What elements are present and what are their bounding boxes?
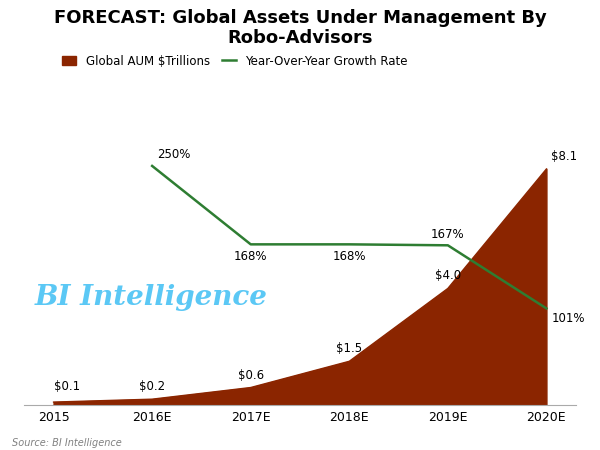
Text: 101%: 101% bbox=[551, 312, 585, 325]
Text: 168%: 168% bbox=[332, 250, 366, 263]
Text: 250%: 250% bbox=[157, 148, 190, 161]
Text: $0.2: $0.2 bbox=[139, 380, 165, 393]
Title: FORECAST: Global Assets Under Management By
Robo-Advisors: FORECAST: Global Assets Under Management… bbox=[53, 9, 547, 47]
Text: 168%: 168% bbox=[234, 250, 268, 263]
Text: BI Intelligence: BI Intelligence bbox=[35, 284, 268, 311]
Text: $8.1: $8.1 bbox=[551, 150, 577, 163]
Text: $4.0: $4.0 bbox=[435, 269, 461, 282]
Text: $0.1: $0.1 bbox=[53, 380, 80, 393]
Text: $0.6: $0.6 bbox=[238, 369, 264, 382]
Text: $1.5: $1.5 bbox=[336, 342, 362, 355]
Text: Source: BI Intelligence: Source: BI Intelligence bbox=[12, 438, 122, 448]
Legend: Global AUM $Trillions, Year-Over-Year Growth Rate: Global AUM $Trillions, Year-Over-Year Gr… bbox=[58, 50, 413, 72]
Text: 167%: 167% bbox=[431, 229, 464, 242]
